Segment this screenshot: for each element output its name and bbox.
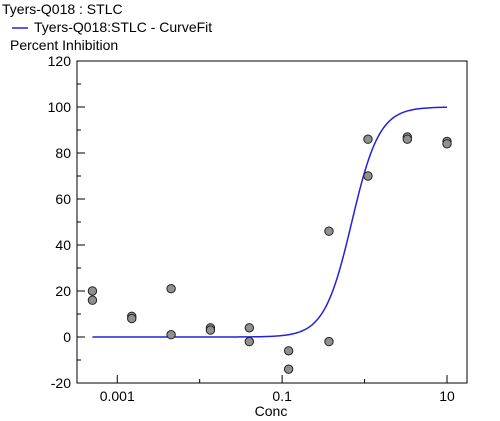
- chart-title: Tyers-Q018 : STLC: [2, 1, 123, 17]
- data-point: [324, 226, 334, 236]
- x-tick-label: 0.001: [100, 388, 135, 404]
- data-point: [363, 134, 373, 144]
- data-point: [244, 336, 255, 347]
- data-point: [283, 346, 294, 356]
- data-point: [442, 139, 452, 149]
- y-tick-label: 20: [55, 283, 71, 299]
- curve-fit-line: [92, 106, 448, 338]
- data-point: [166, 284, 176, 294]
- plot-frame: [76, 60, 468, 384]
- y-tick-label: 40: [55, 237, 71, 253]
- data-point: [166, 330, 176, 340]
- x-axis: 0.001 0.1 10: [100, 375, 455, 404]
- data-point: [127, 313, 137, 324]
- data-point: [87, 295, 98, 305]
- data-point: [324, 336, 334, 347]
- y-tick-label: 0: [63, 329, 71, 345]
- y-tick-label: 100: [48, 99, 72, 115]
- x-tick-label: 10: [439, 388, 455, 404]
- data-point: [205, 325, 216, 335]
- y-axis-label: Percent Inhibition: [10, 37, 118, 53]
- data-points: [87, 132, 452, 374]
- y-tick-label: 80: [55, 145, 71, 161]
- data-point: [402, 134, 413, 144]
- x-tick-label: 0.1: [272, 388, 292, 404]
- data-point: [87, 286, 98, 296]
- data-point: [363, 171, 373, 181]
- y-tick-label: 120: [48, 53, 72, 69]
- data-point: [244, 323, 255, 333]
- data-point: [283, 364, 294, 374]
- x-axis-label: Conc: [255, 403, 288, 419]
- y-tick-label: 60: [55, 191, 71, 207]
- legend: Tyers-Q018:STLC - CurveFit: [12, 19, 212, 35]
- legend-label-curvefit: Tyers-Q018:STLC - CurveFit: [34, 19, 212, 35]
- y-tick-label: -20: [51, 375, 71, 391]
- y-axis: -20 0 20 40 60 80 100 120: [48, 53, 85, 391]
